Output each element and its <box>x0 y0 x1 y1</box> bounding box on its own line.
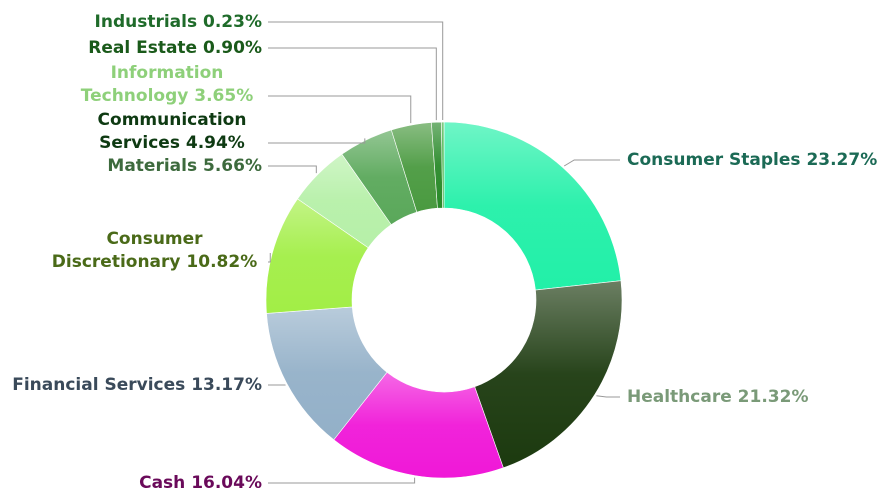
leader-line <box>268 253 270 262</box>
slice-label: Industrials 0.23% <box>95 11 262 34</box>
value-label: 5.66% <box>203 156 262 176</box>
category-name: Materials <box>107 156 197 176</box>
leader-line <box>564 160 620 166</box>
value-label: 0.90% <box>203 38 262 58</box>
category-name: Cash <box>139 473 185 493</box>
slice-label: Information Technology 3.65% <box>72 62 262 108</box>
leader-line <box>596 396 620 397</box>
slice-label: Healthcare 21.32% <box>627 386 808 409</box>
slice-label: Cash 16.04% <box>139 472 262 495</box>
category-name: Financial Services <box>12 375 185 395</box>
slice-shine <box>444 122 621 290</box>
value-label: 16.04% <box>191 473 262 493</box>
slice-label: Real Estate 0.90% <box>88 37 262 60</box>
value-label: 10.82% <box>186 252 257 272</box>
category-name: Consumer Staples <box>627 150 801 170</box>
value-label: 4.94% <box>186 133 245 153</box>
category-name: Consumer Discretionary <box>52 229 203 272</box>
leader-line <box>268 166 316 173</box>
value-label: 13.17% <box>191 375 262 395</box>
leader-line <box>268 96 411 123</box>
category-name: Industrials <box>95 12 198 32</box>
slice-label: Consumer Staples 23.27% <box>627 149 877 172</box>
slice-label: Communication Services 4.94% <box>82 109 262 155</box>
category-name: Real Estate <box>88 38 197 58</box>
slice-label: Consumer Discretionary 10.82% <box>47 228 262 274</box>
value-label: 21.32% <box>738 387 809 407</box>
slice-shine <box>475 281 622 468</box>
slice-label: Materials 5.66% <box>107 155 262 178</box>
leader-line <box>268 138 365 143</box>
category-name: Healthcare <box>627 387 732 407</box>
leader-line <box>268 22 443 120</box>
value-label: 3.65% <box>194 86 253 106</box>
leader-line <box>268 478 415 483</box>
value-label: 23.27% <box>806 150 877 170</box>
value-label: 0.23% <box>203 12 262 32</box>
slice-label: Financial Services 13.17% <box>12 374 262 397</box>
